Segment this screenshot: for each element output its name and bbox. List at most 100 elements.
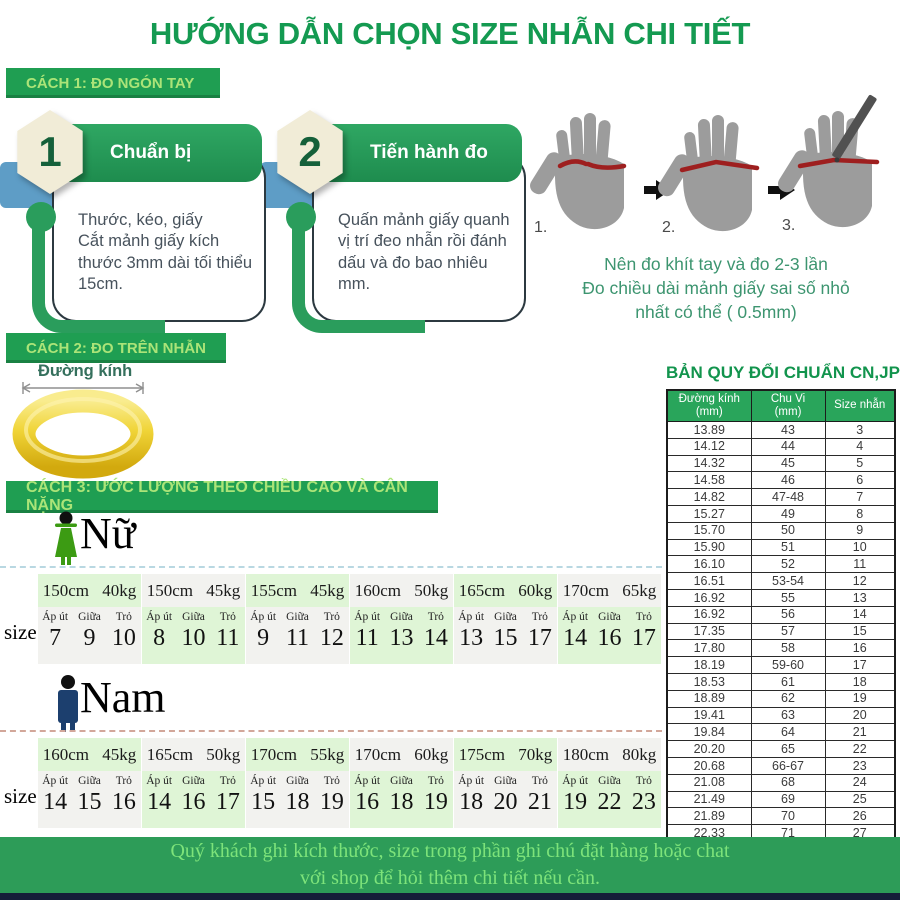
finger-size-value: 15 [493, 625, 518, 651]
diameter-cell: 15.70 [666, 521, 752, 540]
ring-size-cell: 3 [824, 421, 896, 439]
ring-size-cell: 9 [824, 521, 896, 540]
conversion-table-row: 15.70 50 9 [666, 521, 896, 540]
green-dot-accent [286, 202, 316, 232]
ring-illustration [12, 389, 154, 479]
finger-size-value: 13 [459, 625, 484, 651]
conversion-table-row: 16.92 56 14 [666, 605, 896, 624]
finger-size: Trỏ 23 [627, 775, 661, 828]
finger-size: Giữa 16 [592, 611, 626, 664]
finger-size-value: 17 [527, 625, 552, 651]
finger-size-value: 16 [181, 789, 206, 815]
finger-sizes-row: Áp út 14 Giữa 16 Trỏ 17 [558, 607, 661, 664]
conversion-table-row: 15.90 51 10 [666, 538, 896, 557]
finger-sizes-row: Áp út 8 Giữa 10 Trỏ 11 [142, 607, 245, 664]
finger-label: Áp út [146, 611, 173, 623]
finger-label: Giữa [598, 611, 621, 623]
conversion-table-row: 14.32 45 5 [666, 454, 896, 473]
banner-method-1: CÁCH 1: ĐO NGÓN TAY [6, 68, 220, 98]
height-weight-header: 170cm 55kg [246, 738, 349, 771]
diameter-cell: 14.12 [666, 437, 752, 456]
ring-size-cell: 14 [824, 605, 896, 624]
finger-size-value: 23 [631, 789, 656, 815]
hexagon-shape: 2 [277, 110, 343, 194]
finger-label: Giữa [286, 775, 309, 787]
diameter-cell: 21.08 [666, 773, 752, 792]
finger-size-value: 11 [355, 625, 379, 651]
finger-size-value: 21 [527, 789, 552, 815]
hand-step-label: 3. [782, 217, 795, 234]
finger-label: Giữa [78, 611, 101, 623]
finger-sizes-row: Áp út 18 Giữa 20 Trỏ 21 [454, 771, 557, 828]
conversion-table-row: 17.35 57 15 [666, 622, 896, 641]
divider-line [0, 566, 662, 568]
conversion-table-title: BẢN QUY ĐỔI CHUẨN CN,JP [666, 363, 900, 382]
finger-size: Giữa 11 [280, 611, 314, 664]
height-weight-header: 150cm 40kg [38, 574, 141, 607]
ring-size-cell: 6 [824, 471, 896, 490]
finger-size-value: 14 [563, 625, 588, 651]
diameter-cell: 14.58 [666, 471, 752, 490]
diameter-cell: 21.89 [666, 807, 752, 826]
step-number: 1 [38, 128, 62, 175]
banner-method-2: CÁCH 2: ĐO TRÊN NHẪN [6, 333, 226, 363]
finger-size-value: 14 [147, 789, 172, 815]
hexagon-badge: 1 [12, 110, 88, 194]
ring-size-cell: 12 [824, 572, 896, 590]
finger-size-value: 14 [423, 625, 448, 651]
step-card-prepare: Chuẩn bị 1 Thước, kéo, giấy Cắt mảnh giấ… [0, 110, 267, 333]
measure-note: Nên đo khít tay và đo 2-3 lần Đo chiều d… [582, 254, 850, 323]
finger-size: Giữa 16 [176, 775, 210, 828]
conversion-table-row: 16.92 55 13 [666, 588, 896, 607]
finger-size-value: 10 [181, 625, 206, 651]
diameter-cell: 14.32 [666, 454, 752, 473]
finger-label: Trỏ [115, 775, 132, 787]
finger-size: Giữa 18 [280, 775, 314, 828]
conversion-table-row: 14.58 46 6 [666, 471, 896, 490]
ring-size-cell: 11 [824, 555, 896, 574]
finger-size-value: 19 [563, 789, 588, 815]
diameter-cell: 13.89 [666, 421, 752, 439]
ring-size-cell: 21 [824, 723, 896, 742]
conversion-table-row: 15.27 49 8 [666, 504, 896, 523]
finger-size: Áp út 19 [558, 775, 592, 828]
finger-size: Áp út 9 [246, 611, 280, 664]
circumference-cell: 57 [750, 622, 826, 641]
banner-method-3: CÁCH 3: ƯỚC LƯỢNG THEO CHIỀU CAO VÀ CÂN … [6, 479, 438, 514]
diameter-cell: 18.19 [666, 656, 752, 674]
finger-size-value: 18 [285, 789, 310, 815]
finger-label: Trỏ [219, 775, 236, 787]
circumference-cell: 68 [750, 773, 826, 792]
height-weight-header: 155cm 45kg [246, 574, 349, 607]
diameter-cell: 18.53 [666, 672, 752, 691]
finger-size: Áp út 15 [246, 775, 280, 828]
finger-label: Giữa [390, 775, 413, 787]
conversion-table-row: 20.20 65 22 [666, 740, 896, 758]
finger-label: Trỏ [635, 611, 652, 623]
finger-sizes-row: Áp út 7 Giữa 9 Trỏ 10 [38, 607, 141, 664]
header-circumference: Chu Vi (mm) [750, 389, 826, 422]
finger-size: Trỏ 14 [419, 611, 453, 664]
finger-size-value: 18 [459, 789, 484, 815]
step-description: Quấn mảnh giấy quanh vị trí đeo nhẫn rồi… [338, 211, 510, 294]
step-card-measure: Tiến hành đo 2 Quấn mảnh giấy quanh vị t… [260, 110, 527, 333]
finger-label: Giữa [598, 775, 621, 787]
finger-label: Giữa [286, 611, 309, 623]
hexagon-badge: 2 [272, 110, 348, 194]
footer-note: Quý khách ghi kích thước, size trong phầ… [0, 837, 900, 893]
finger-label: Áp út [354, 611, 381, 623]
size-column: 150cm 45kg Áp út 8 Giữa 10 Trỏ 11 [142, 574, 245, 664]
diameter-cell: 19.41 [666, 706, 752, 725]
finger-size: Giữa 18 [384, 775, 418, 828]
size-column: 165cm 50kg Áp út 14 Giữa 16 Trỏ 17 [142, 738, 245, 828]
finger-size-value: 22 [597, 789, 622, 815]
finger-size: Trỏ 19 [315, 775, 349, 828]
diameter-cell: 15.27 [666, 504, 752, 523]
size-word: size [4, 784, 37, 808]
finger-label: Trỏ [219, 611, 236, 623]
height-weight-header: 165cm 60kg [454, 574, 557, 607]
ring-size-cell: 23 [824, 756, 896, 775]
circumference-cell: 51 [750, 538, 826, 557]
finger-label: Trỏ [531, 775, 548, 787]
